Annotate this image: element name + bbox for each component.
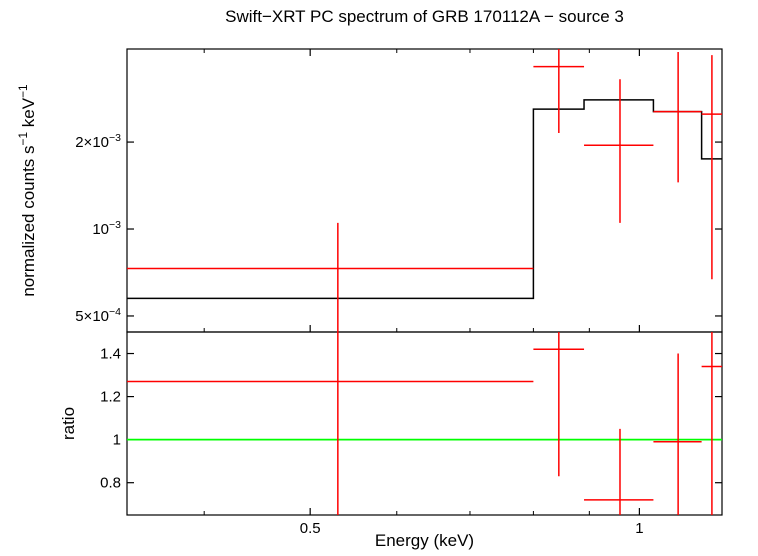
chart-title: Swift−XRT PC spectrum of GRB 170112A − s… <box>225 7 624 26</box>
bot-panel-frame <box>127 332 722 515</box>
y-bot-axis-label: ratio <box>59 407 78 440</box>
y-bot-tick-label: 1.4 <box>100 346 121 363</box>
y-top-tick-label: 5×10−4 <box>75 306 121 325</box>
y-bot-tick-label: 0.8 <box>100 475 121 492</box>
y-bot-tick-label: 1.2 <box>100 389 121 406</box>
y-bot-tick-label: 1 <box>113 432 121 449</box>
top-panel-frame <box>127 49 722 332</box>
x-tick-label: 1 <box>635 520 643 537</box>
spectrum-chart: Swift−XRT PC spectrum of GRB 170112A − s… <box>0 0 758 556</box>
x-axis-label: Energy (keV) <box>375 531 474 550</box>
top-panel-content <box>127 15 722 556</box>
bot-panel-content <box>127 192 722 556</box>
x-tick-label: 0.5 <box>300 520 321 537</box>
y-top-tick-label: 2×10−3 <box>75 132 121 151</box>
y-top-tick-label: 10−3 <box>92 219 121 238</box>
y-top-axis-label: normalized counts s−1 keV−1 <box>16 84 38 297</box>
